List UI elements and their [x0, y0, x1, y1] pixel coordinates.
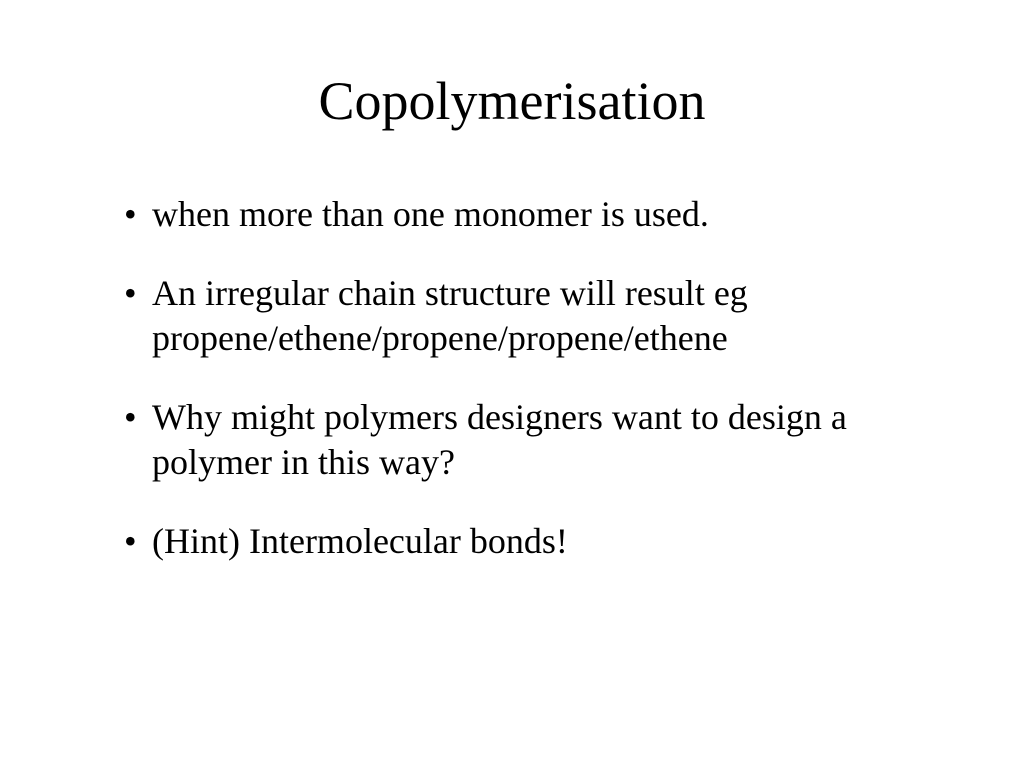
bullet-list: when more than one monomer is used. An i…	[90, 192, 934, 564]
bullet-item: when more than one monomer is used.	[124, 192, 934, 237]
bullet-item: An irregular chain structure will result…	[124, 271, 934, 361]
slide: Copolymerisation when more than one mono…	[0, 0, 1024, 768]
slide-title: Copolymerisation	[90, 70, 934, 132]
bullet-item: (Hint) Intermolecular bonds!	[124, 519, 934, 564]
bullet-item: Why might polymers designers want to des…	[124, 395, 934, 485]
